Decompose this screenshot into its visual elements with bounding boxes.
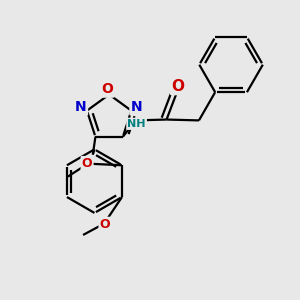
Text: O: O — [82, 157, 92, 170]
Text: NH: NH — [127, 119, 146, 129]
Text: N: N — [131, 100, 142, 114]
Text: O: O — [171, 79, 184, 94]
Text: O: O — [100, 218, 110, 231]
Text: O: O — [101, 82, 113, 96]
Text: N: N — [75, 100, 87, 114]
